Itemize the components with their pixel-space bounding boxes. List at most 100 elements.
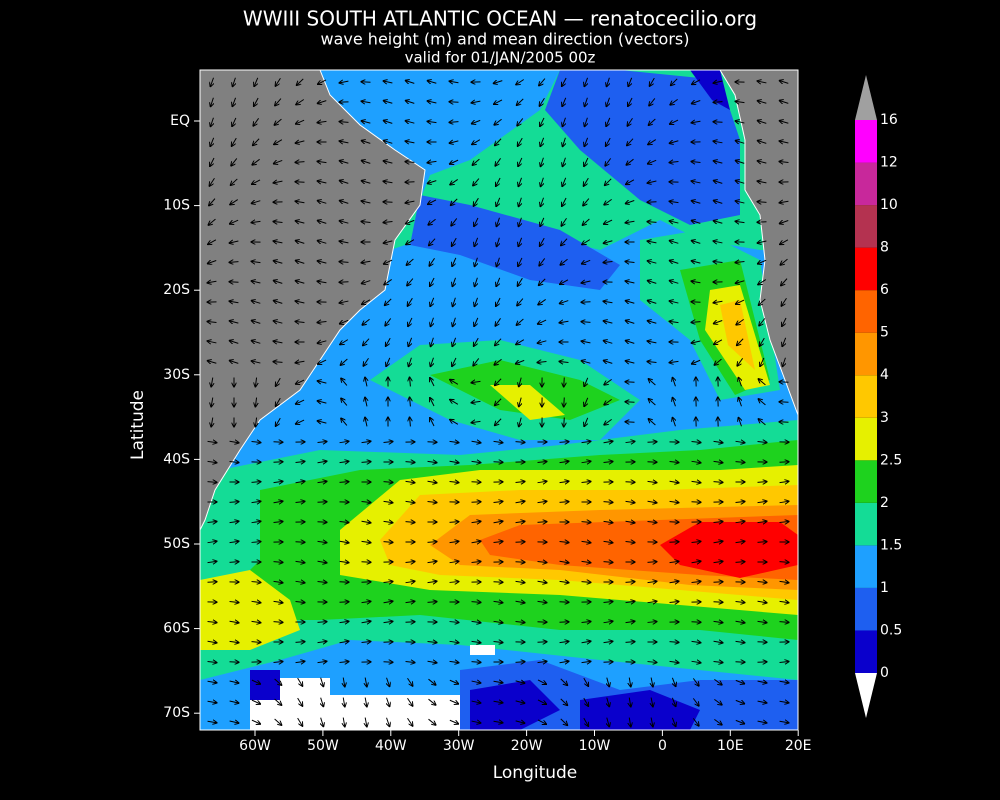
vector (362, 161, 371, 164)
vector (670, 281, 679, 284)
vector (691, 661, 701, 662)
vector (518, 177, 521, 186)
vector (210, 157, 215, 166)
vector (497, 257, 500, 267)
vector (691, 481, 701, 482)
vector (493, 501, 503, 502)
vector (229, 441, 239, 442)
vector (208, 361, 217, 363)
vector (384, 121, 393, 124)
vector (449, 679, 458, 683)
vector (231, 178, 238, 185)
vector (474, 237, 477, 246)
vector (472, 421, 481, 422)
vector (493, 621, 503, 622)
vector (739, 418, 742, 427)
vector (296, 119, 305, 124)
vector (273, 601, 283, 602)
vector (410, 418, 411, 427)
vector (649, 419, 656, 426)
vector (229, 602, 239, 603)
vector (211, 397, 213, 407)
vector (606, 97, 609, 106)
vector (340, 181, 349, 184)
vector (494, 81, 503, 84)
vector (251, 601, 261, 602)
vector (207, 561, 217, 562)
y-tick-label: 20S (163, 282, 190, 298)
vector (537, 642, 547, 643)
vector (495, 378, 502, 385)
vector (339, 441, 349, 442)
vector (429, 238, 436, 246)
vector (230, 199, 239, 205)
vector (759, 419, 766, 426)
vector (672, 717, 675, 726)
vector (757, 642, 767, 643)
vector (495, 318, 501, 325)
vector (538, 341, 547, 343)
vector (407, 717, 412, 725)
vector (585, 117, 588, 127)
vector (233, 77, 236, 87)
vector (251, 719, 260, 724)
vector (252, 341, 261, 344)
vector (735, 621, 745, 622)
vector (736, 141, 745, 144)
vector (603, 521, 613, 522)
vector (625, 521, 635, 522)
vector (317, 641, 327, 642)
vector (363, 338, 370, 346)
vector (584, 77, 587, 86)
vector (429, 258, 435, 265)
vector (210, 77, 213, 86)
vector (449, 622, 459, 623)
field-yellow-southwest (200, 570, 300, 650)
vector (581, 582, 591, 583)
vector (583, 198, 590, 206)
vector (208, 281, 217, 283)
vector (692, 341, 701, 343)
vector (340, 81, 349, 83)
vector (760, 357, 765, 366)
vector (427, 561, 437, 562)
vector (758, 161, 767, 163)
vector (670, 221, 679, 223)
vector (735, 641, 745, 642)
vector (626, 158, 634, 165)
vector (582, 281, 591, 283)
vector (252, 158, 260, 164)
vector (757, 501, 767, 502)
vector (207, 541, 217, 542)
vector (582, 322, 591, 323)
vector (782, 297, 787, 306)
vector (582, 341, 591, 343)
vector (584, 157, 589, 166)
vector (629, 697, 630, 707)
vector (210, 137, 213, 146)
vector (537, 719, 546, 724)
vector (449, 541, 459, 542)
vector (781, 258, 788, 265)
vector (230, 321, 239, 323)
vector (451, 218, 458, 225)
vector (651, 677, 653, 687)
vector (387, 697, 390, 707)
vector (713, 621, 723, 622)
colorbar-label: 0 (880, 665, 889, 681)
vector (318, 401, 327, 403)
vector (408, 317, 413, 326)
vector (692, 698, 698, 705)
vector (735, 502, 745, 503)
y-tick-label: 50S (163, 536, 190, 552)
vector (559, 602, 569, 603)
vector (736, 101, 745, 102)
vector (384, 279, 392, 284)
vector (670, 321, 679, 322)
vector (603, 641, 613, 642)
vector (779, 622, 789, 623)
vector (384, 81, 393, 83)
vector (494, 118, 502, 124)
vector (410, 378, 411, 387)
vector (251, 699, 260, 704)
